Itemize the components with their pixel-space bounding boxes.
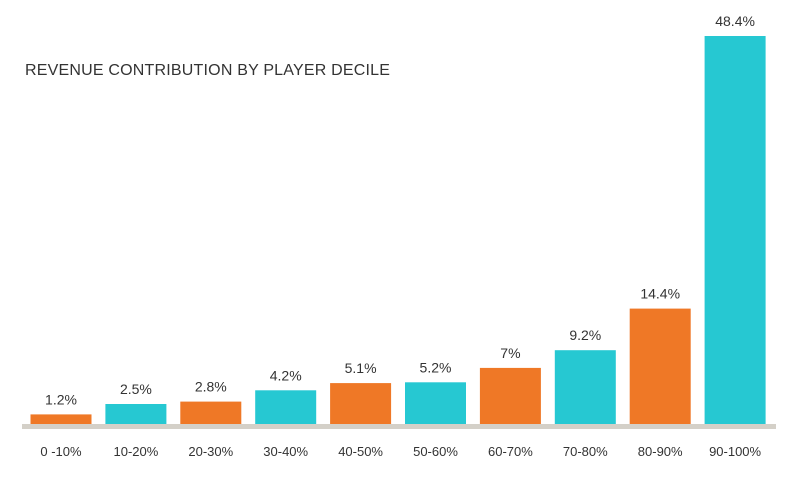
bar-value-label: 5.1% bbox=[345, 360, 377, 376]
bar bbox=[330, 383, 392, 424]
bar-value-label: 5.2% bbox=[420, 359, 452, 375]
x-tick-label: 80-90% bbox=[638, 444, 683, 459]
bar-value-label: 7% bbox=[500, 345, 520, 361]
bar bbox=[405, 382, 466, 424]
x-tick-label: 40-50% bbox=[338, 444, 383, 459]
bar-value-label: 2.8% bbox=[195, 379, 227, 395]
bar-value-label: 2.5% bbox=[120, 381, 152, 397]
bar bbox=[554, 350, 616, 424]
x-tick-label: 60-70% bbox=[488, 444, 533, 459]
bar-value-label: 14.4% bbox=[640, 286, 680, 302]
bar bbox=[105, 404, 167, 424]
chart-title: REVENUE CONTRIBUTION BY PLAYER DECILE bbox=[25, 62, 391, 79]
bar bbox=[180, 401, 242, 424]
bar bbox=[255, 390, 317, 424]
x-tick-label: 10-20% bbox=[113, 444, 158, 459]
bar-value-label: 4.2% bbox=[270, 367, 302, 383]
bar-value-label: 48.4% bbox=[715, 13, 755, 29]
x-tick-label: 90-100% bbox=[709, 444, 761, 459]
bar-value-label: 1.2% bbox=[45, 391, 77, 407]
bar bbox=[479, 367, 541, 424]
x-axis-baseline bbox=[22, 424, 776, 429]
x-tick-label: 20-30% bbox=[188, 444, 233, 459]
bar-value-label: 9.2% bbox=[569, 327, 601, 343]
bar bbox=[704, 36, 766, 424]
bar bbox=[629, 308, 691, 424]
x-tick-label: 30-40% bbox=[263, 444, 308, 459]
x-tick-label: 70-80% bbox=[563, 444, 608, 459]
x-tick-label: 50-60% bbox=[413, 444, 458, 459]
bar bbox=[30, 414, 92, 424]
x-tick-label: 0 -10% bbox=[40, 444, 82, 459]
